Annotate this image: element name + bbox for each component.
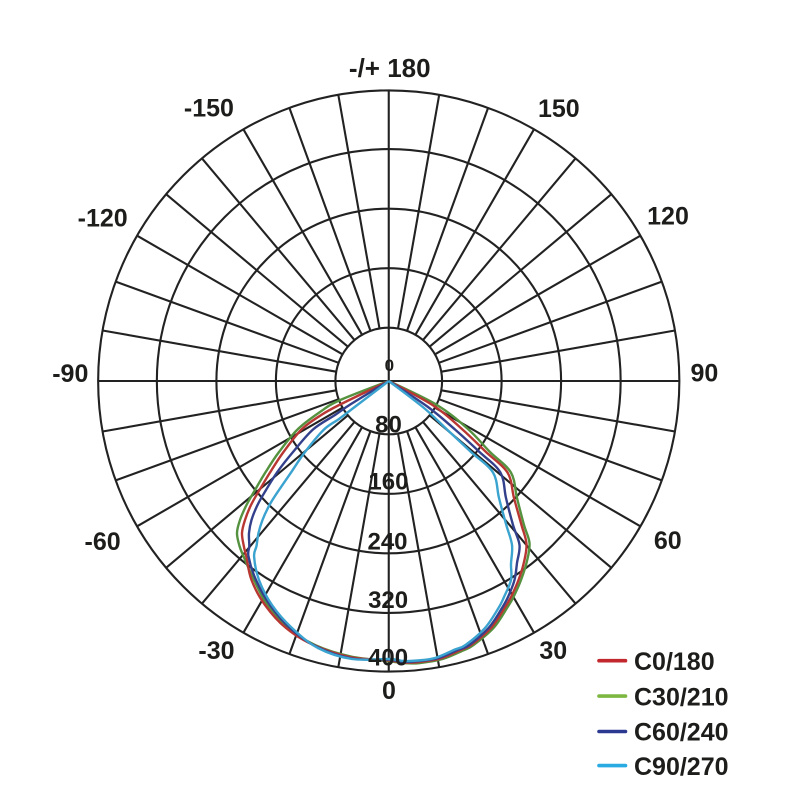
svg-text:30: 30 — [539, 637, 567, 665]
svg-text:-150: -150 — [184, 95, 234, 123]
svg-text:90: 90 — [690, 359, 718, 387]
svg-text:C90/270: C90/270 — [634, 753, 729, 781]
svg-text:C60/240: C60/240 — [634, 719, 729, 747]
svg-text:240: 240 — [367, 528, 407, 555]
svg-text:-90: -90 — [52, 360, 88, 388]
svg-text:C30/210: C30/210 — [634, 683, 729, 711]
svg-text:-30: -30 — [198, 637, 234, 665]
svg-text:150: 150 — [538, 95, 580, 123]
svg-text:-120: -120 — [78, 205, 128, 233]
svg-text:120: 120 — [647, 203, 689, 231]
svg-text:160: 160 — [368, 468, 408, 495]
svg-text:-/+ 180: -/+ 180 — [349, 53, 431, 83]
svg-text:0: 0 — [385, 356, 394, 375]
svg-text:-60: -60 — [85, 528, 121, 556]
svg-text:320: 320 — [368, 587, 408, 614]
svg-text:400: 400 — [368, 645, 408, 672]
svg-text:C0/180: C0/180 — [634, 648, 715, 676]
svg-text:60: 60 — [654, 527, 682, 555]
svg-text:80: 80 — [375, 412, 402, 439]
svg-text:0: 0 — [382, 677, 396, 705]
